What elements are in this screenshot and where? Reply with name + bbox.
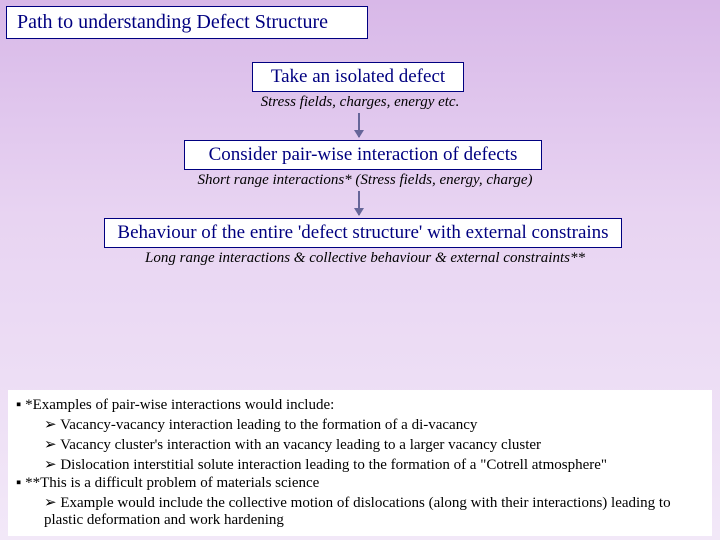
title-text: Path to understanding Defect Structure	[17, 11, 328, 33]
note1-item: Vacancy-vacancy interaction leading to t…	[16, 415, 704, 434]
note1-item: Dislocation interstitial solute interact…	[16, 455, 704, 474]
note2-header: **This is a difficult problem of materia…	[16, 475, 704, 492]
title-box: Path to understanding Defect Structure	[6, 6, 368, 39]
step1-label: Take an isolated defect	[271, 66, 445, 87]
step3-caption: Long range interactions & collective beh…	[120, 250, 610, 267]
note2-item: Example would include the collective mot…	[16, 493, 704, 529]
note1-item: Vacancy cluster's interaction with an va…	[16, 435, 704, 454]
step2-box: Consider pair-wise interaction of defect…	[184, 140, 542, 170]
step3-label: Behaviour of the entire 'defect structur…	[117, 222, 608, 243]
notes-panel: *Examples of pair-wise interactions woul…	[8, 390, 712, 536]
arrow-2	[358, 191, 360, 215]
step1-caption: Stress fields, charges, energy etc.	[240, 94, 480, 111]
step2-label: Consider pair-wise interaction of defect…	[209, 144, 518, 165]
note1-header: *Examples of pair-wise interactions woul…	[16, 397, 704, 414]
arrow-1	[358, 113, 360, 137]
step3-box: Behaviour of the entire 'defect structur…	[104, 218, 622, 248]
step1-box: Take an isolated defect	[252, 62, 464, 92]
step2-caption: Short range interactions* (Stress fields…	[180, 172, 550, 189]
